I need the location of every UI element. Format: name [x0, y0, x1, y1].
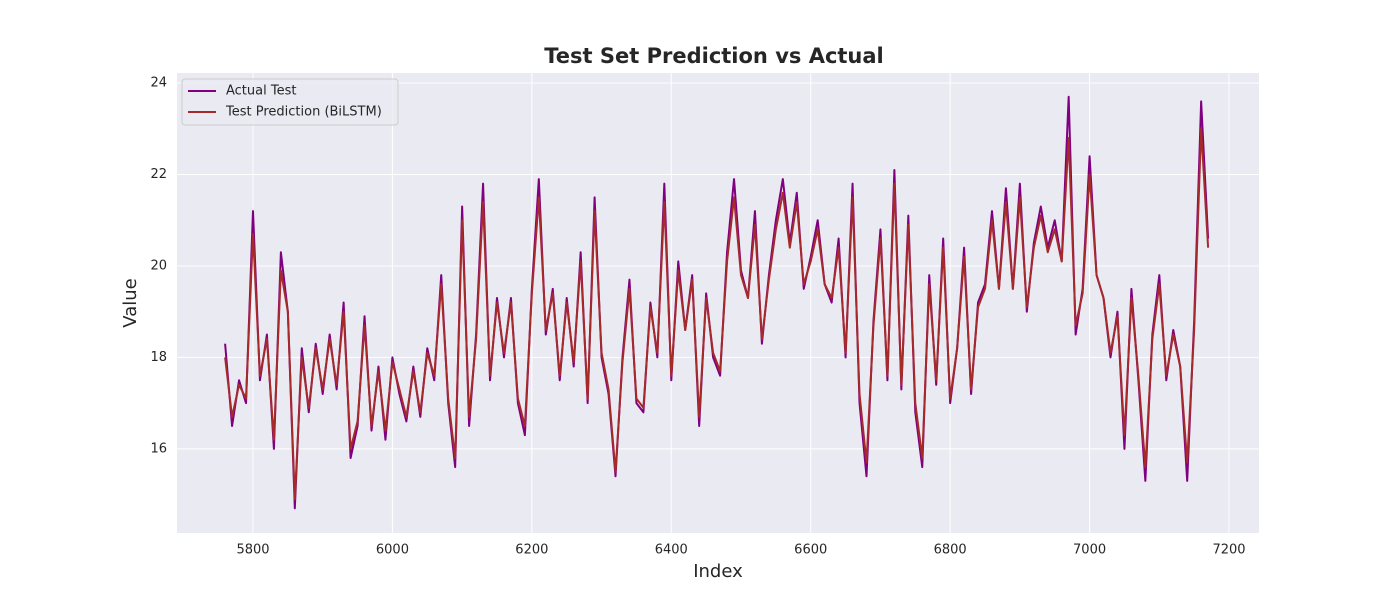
lines: [224, 95, 1210, 510]
x-tick-label: 6000: [376, 543, 409, 558]
y-axis-label: Value: [120, 278, 141, 327]
y-tick-label: 18: [150, 350, 167, 365]
y-tick-label: 22: [150, 167, 167, 182]
series-line: [224, 127, 1210, 501]
grid: [177, 73, 1259, 533]
x-tick-label: 7000: [1073, 543, 1106, 558]
x-tick-label: 5800: [236, 543, 269, 558]
y-tick-label: 20: [150, 258, 167, 273]
x-tick-label: 6200: [515, 543, 548, 558]
y-tick-label: 24: [150, 76, 167, 91]
x-tick-label: 6400: [655, 543, 688, 558]
x-tick-label: 7200: [1212, 543, 1245, 558]
x-tick-label: 6600: [794, 543, 827, 558]
legend: Actual Test Test Prediction (BiLSTM): [181, 78, 399, 126]
x-axis-label: Index: [693, 561, 743, 582]
legend-box: [181, 78, 399, 126]
y-tick-label: 16: [150, 441, 167, 456]
chart-title: Test Set Prediction vs Actual: [544, 44, 884, 68]
legend-label: Test Prediction (BiLSTM): [225, 105, 382, 120]
x-tick-label: 6800: [934, 543, 967, 558]
plot-area: [177, 73, 1259, 533]
legend-label: Actual Test: [226, 84, 296, 99]
